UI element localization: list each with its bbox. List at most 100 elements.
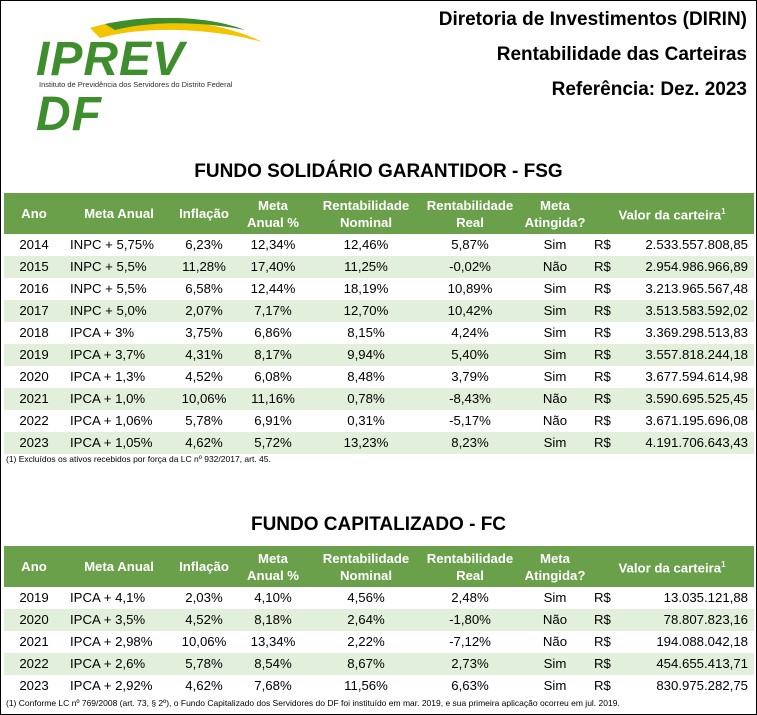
cell-valor: 3.213.965.567,48 bbox=[645, 281, 748, 296]
cell-valor: 78.807.823,16 bbox=[620, 609, 754, 631]
cell-rent-real: 4,24% bbox=[451, 325, 489, 340]
cell-meta-atingida: Não bbox=[520, 256, 590, 278]
cell-ano: 2016 bbox=[19, 281, 49, 296]
cell-currency: R$ bbox=[590, 609, 620, 631]
col-rent-nominal: Rentabilidade Nominal bbox=[312, 546, 420, 587]
col-meta-anual: Meta Anual bbox=[64, 193, 174, 234]
cell-ano: 2022 bbox=[4, 653, 64, 675]
col-rent-real: Rentabilidade Real bbox=[420, 193, 520, 234]
cell-valor: 454.655.413,71 bbox=[620, 653, 754, 675]
cell-inflacao: 6,58% bbox=[185, 281, 223, 296]
fc-footnote: (1) Conforme LC nº 769/2008 (art. 73, § … bbox=[6, 698, 620, 708]
header-directorate: Diretoria de Investimentos (DIRIN) bbox=[438, 9, 747, 30]
cell-inflacao: 2,07% bbox=[174, 300, 234, 322]
cell-rent-real: -1,80% bbox=[420, 609, 520, 631]
table-row: 2015 INPC + 5,5% 11,28% 17,40% 11,25% -0,02% N… bbox=[4, 256, 754, 278]
cell-meta-atingida: Não bbox=[520, 609, 590, 631]
cell-currency: R$ bbox=[594, 413, 611, 428]
col-ano: Ano bbox=[4, 546, 64, 587]
cell-rent-real: -0,02% bbox=[420, 256, 520, 278]
cell-rent-nominal: 4,56% bbox=[347, 590, 385, 605]
cell-meta-atingida: Sim bbox=[543, 325, 567, 340]
cell-valor: 2.954.986.966,89 bbox=[620, 256, 754, 278]
cell-rent-nominal: 2,64% bbox=[312, 609, 420, 631]
cell-rent-real: 6,63% bbox=[451, 678, 489, 693]
cell-ano: 2014 bbox=[19, 237, 49, 252]
cell-meta-anual-pct: 6,08% bbox=[254, 369, 292, 384]
table-row: 2019 IPCA + 3,7% 4,31% 8,17% 9,94% 5,40% Sim R$… bbox=[4, 344, 754, 366]
table-row: 2022 IPCA + 2,6% 5,78% 8,54% 8,67% 2,73% Sim R$… bbox=[4, 653, 754, 675]
cell-ano: 2022 bbox=[19, 413, 49, 428]
cell-meta-atingida: Não bbox=[542, 634, 568, 649]
cell-meta-anual: INPC + 5,5% bbox=[70, 281, 147, 296]
cell-currency: R$ bbox=[594, 237, 611, 252]
table-row: 2021 IPCA + 2,98% 10,06% 13,34% 2,22% -7,12% N… bbox=[4, 631, 754, 653]
cell-inflacao: 4,52% bbox=[174, 609, 234, 631]
cell-rent-nominal: 8,15% bbox=[347, 325, 385, 340]
cell-rent-real: 2,48% bbox=[451, 590, 489, 605]
cell-meta-anual: IPCA + 3,7% bbox=[64, 344, 174, 366]
cell-rent-nominal: 13,23% bbox=[312, 432, 420, 454]
logo-text: IPREV DF bbox=[36, 33, 186, 141]
cell-valor: 3.513.583.592,02 bbox=[620, 300, 754, 322]
cell-ano: 2017 bbox=[4, 300, 64, 322]
fc-table: Ano Meta Anual Inflação Meta Anual % Rent… bbox=[4, 546, 754, 697]
cell-meta-atingida: Sim bbox=[520, 300, 590, 322]
cell-inflacao: 2,03% bbox=[185, 590, 223, 605]
cell-rent-nominal: 9,94% bbox=[312, 344, 420, 366]
cell-meta-anual-pct: 17,40% bbox=[234, 256, 312, 278]
cell-meta-anual: IPCA + 4,1% bbox=[70, 590, 146, 605]
cell-currency: R$ bbox=[590, 344, 620, 366]
col-ano: Ano bbox=[4, 193, 64, 234]
cell-rent-real: 3,79% bbox=[451, 369, 489, 384]
cell-meta-anual: IPCA + 3% bbox=[70, 325, 135, 340]
cell-meta-anual: IPCA + 2,6% bbox=[64, 653, 174, 675]
cell-meta-anual-pct: 7,17% bbox=[234, 300, 312, 322]
cell-meta-anual: INPC + 5,75% bbox=[70, 237, 154, 252]
cell-meta-atingida: Sim bbox=[543, 281, 567, 296]
cell-meta-anual: IPCA + 1,3% bbox=[70, 369, 146, 384]
cell-rent-nominal: 12,70% bbox=[312, 300, 420, 322]
logo-swoosh-icon bbox=[90, 18, 262, 42]
cell-valor: 3.557.818.244,18 bbox=[620, 344, 754, 366]
cell-inflacao: 10,06% bbox=[174, 388, 234, 410]
cell-meta-anual: IPCA + 3,5% bbox=[64, 609, 174, 631]
cell-inflacao: 11,28% bbox=[174, 256, 234, 278]
cell-meta-anual-pct: 8,54% bbox=[234, 653, 312, 675]
table-row: 2017 INPC + 5,0% 2,07% 7,17% 12,70% 10,42% Sim… bbox=[4, 300, 754, 322]
cell-valor: 4.191.706.643,43 bbox=[620, 432, 754, 454]
cell-inflacao: 10,06% bbox=[181, 634, 227, 649]
cell-meta-anual: IPCA + 2,92% bbox=[70, 678, 153, 693]
cell-ano: 2023 bbox=[4, 432, 64, 454]
cell-ano: 2020 bbox=[4, 609, 64, 631]
col-meta-anual: Meta Anual bbox=[64, 546, 174, 587]
cell-rent-real: 10,89% bbox=[447, 281, 493, 296]
cell-currency: R$ bbox=[594, 325, 611, 340]
iprev-logo: IPREV DF Instituto de Previdência dos Se… bbox=[30, 18, 265, 141]
header-reference: Referência: Dez. 2023 bbox=[551, 79, 747, 100]
cell-ano: 2019 bbox=[19, 590, 49, 605]
cell-valor: 13.035.121,88 bbox=[663, 590, 748, 605]
cell-ano: 2023 bbox=[19, 678, 49, 693]
cell-ano: 2020 bbox=[19, 369, 49, 384]
cell-currency: R$ bbox=[590, 653, 620, 675]
table-row: 2021 IPCA + 1,0% 10,06% 11,16% 0,78% -8,43% Nã… bbox=[4, 388, 754, 410]
table-row: 2020 IPCA + 3,5% 4,52% 8,18% 2,64% -1,80% Não R… bbox=[4, 609, 754, 631]
cell-meta-anual-pct: 7,68% bbox=[254, 678, 292, 693]
table-row: 2019 IPCA + 4,1% 2,03% 4,10% 4,56% 2,48% Sim R$… bbox=[4, 587, 754, 609]
cell-meta-atingida: Sim bbox=[543, 590, 567, 605]
cell-rent-real: -5,17% bbox=[449, 413, 491, 428]
fsg-footnote: (1) Excluídos os ativos recebidos por fo… bbox=[6, 454, 271, 464]
cell-meta-anual: IPCA + 1,0% bbox=[64, 388, 174, 410]
table-row: 2020 IPCA + 1,3% 4,52% 6,08% 8,48% 3,79% Sim R$… bbox=[4, 366, 754, 388]
cell-inflacao: 4,62% bbox=[185, 678, 223, 693]
cell-meta-anual: IPCA + 2,98% bbox=[70, 634, 153, 649]
cell-inflacao: 3,75% bbox=[185, 325, 223, 340]
cell-inflacao: 5,78% bbox=[174, 653, 234, 675]
cell-ano: 2021 bbox=[4, 388, 64, 410]
col-inflacao: Inflação bbox=[174, 193, 234, 234]
cell-inflacao: 5,78% bbox=[185, 413, 223, 428]
cell-currency: R$ bbox=[590, 388, 620, 410]
cell-meta-anual: IPCA + 1,06% bbox=[70, 413, 153, 428]
cell-meta-atingida: Sim bbox=[543, 237, 567, 252]
